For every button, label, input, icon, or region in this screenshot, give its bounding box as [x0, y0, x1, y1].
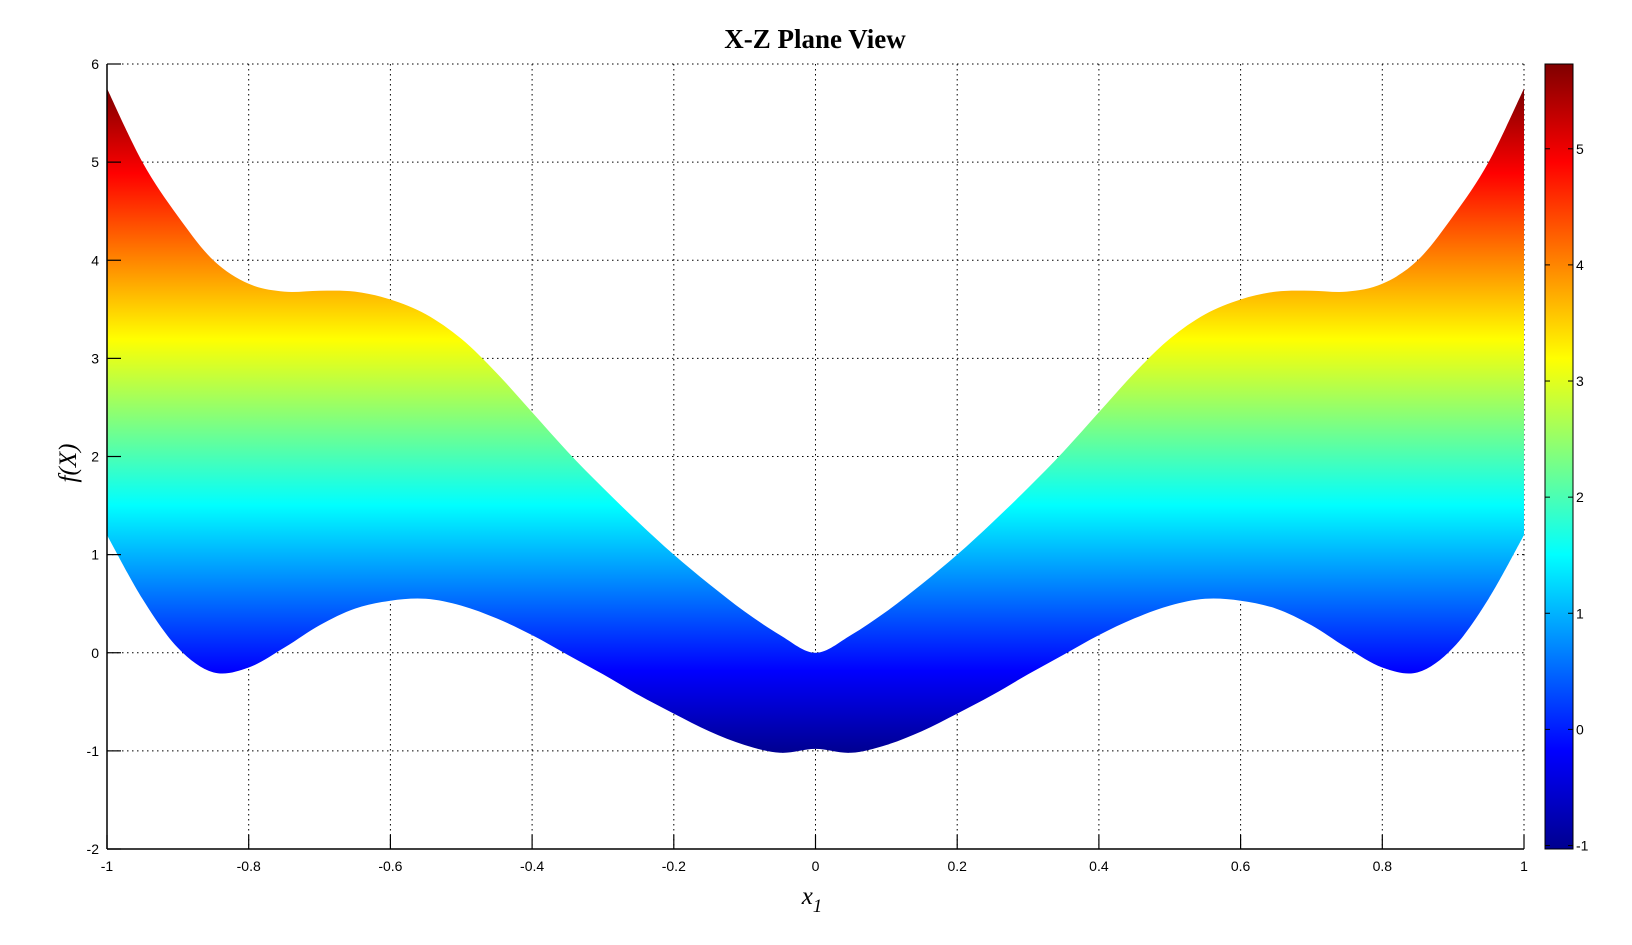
- colorbar-tick-label: -1: [1576, 838, 1589, 854]
- x-tick-label: 0.4: [1089, 858, 1109, 874]
- y-axis-label: f(X): [55, 444, 82, 483]
- x-tick-label: -0.4: [520, 858, 544, 874]
- colorbar-tick-label: 1: [1576, 605, 1584, 621]
- y-tick-label: -2: [87, 841, 100, 857]
- x-axis-label-main: x: [801, 883, 813, 910]
- y-tick-label: -1: [87, 743, 100, 759]
- colorbar-tick-label: 5: [1576, 141, 1584, 157]
- y-tick-label: 6: [91, 56, 99, 72]
- y-tick-label: 5: [91, 154, 99, 170]
- colorbar-gradient: [1544, 63, 1574, 850]
- y-tick-label: 0: [91, 645, 99, 661]
- colorbar-tick-label: 0: [1576, 721, 1584, 737]
- chart-title: X-Z Plane View: [724, 24, 906, 54]
- x-tick-label: 1: [1520, 858, 1528, 874]
- x-tick-label: 0.2: [947, 858, 967, 874]
- ticks: -1 -0.8 -0.6 -0.4 -0.2 0 0.2 0.4 0.6 0.8 1-2-10123…: [87, 56, 1529, 874]
- y-tick-label: 4: [91, 252, 99, 268]
- y-tick-label: 2: [91, 449, 99, 465]
- x-tick-label: 0: [812, 858, 820, 874]
- colorbar-tick-label: 4: [1576, 257, 1584, 273]
- colorbar: -1 0 1 2 3 4 5: [1544, 63, 1589, 854]
- x-tick-label: -1: [101, 858, 114, 874]
- surface-band: [107, 88, 1524, 753]
- colorbar-tick-label: 2: [1576, 489, 1584, 505]
- x-tick-label: -0.2: [662, 858, 686, 874]
- x-tick-label: 0.8: [1373, 858, 1393, 874]
- colorbar-tick-label: 3: [1576, 373, 1584, 389]
- x-tick-label: -0.6: [378, 858, 402, 874]
- y-tick-label: 1: [91, 547, 99, 563]
- x-axis-label-subscript: 1: [813, 896, 823, 917]
- x-tick-label: 0.6: [1231, 858, 1251, 874]
- y-tick-label: 3: [91, 350, 99, 366]
- x-tick-label: -0.8: [237, 858, 261, 874]
- colorbar-ticks: -1 0 1 2 3 4 5: [1545, 141, 1589, 854]
- x-axis-label: x1: [801, 883, 823, 917]
